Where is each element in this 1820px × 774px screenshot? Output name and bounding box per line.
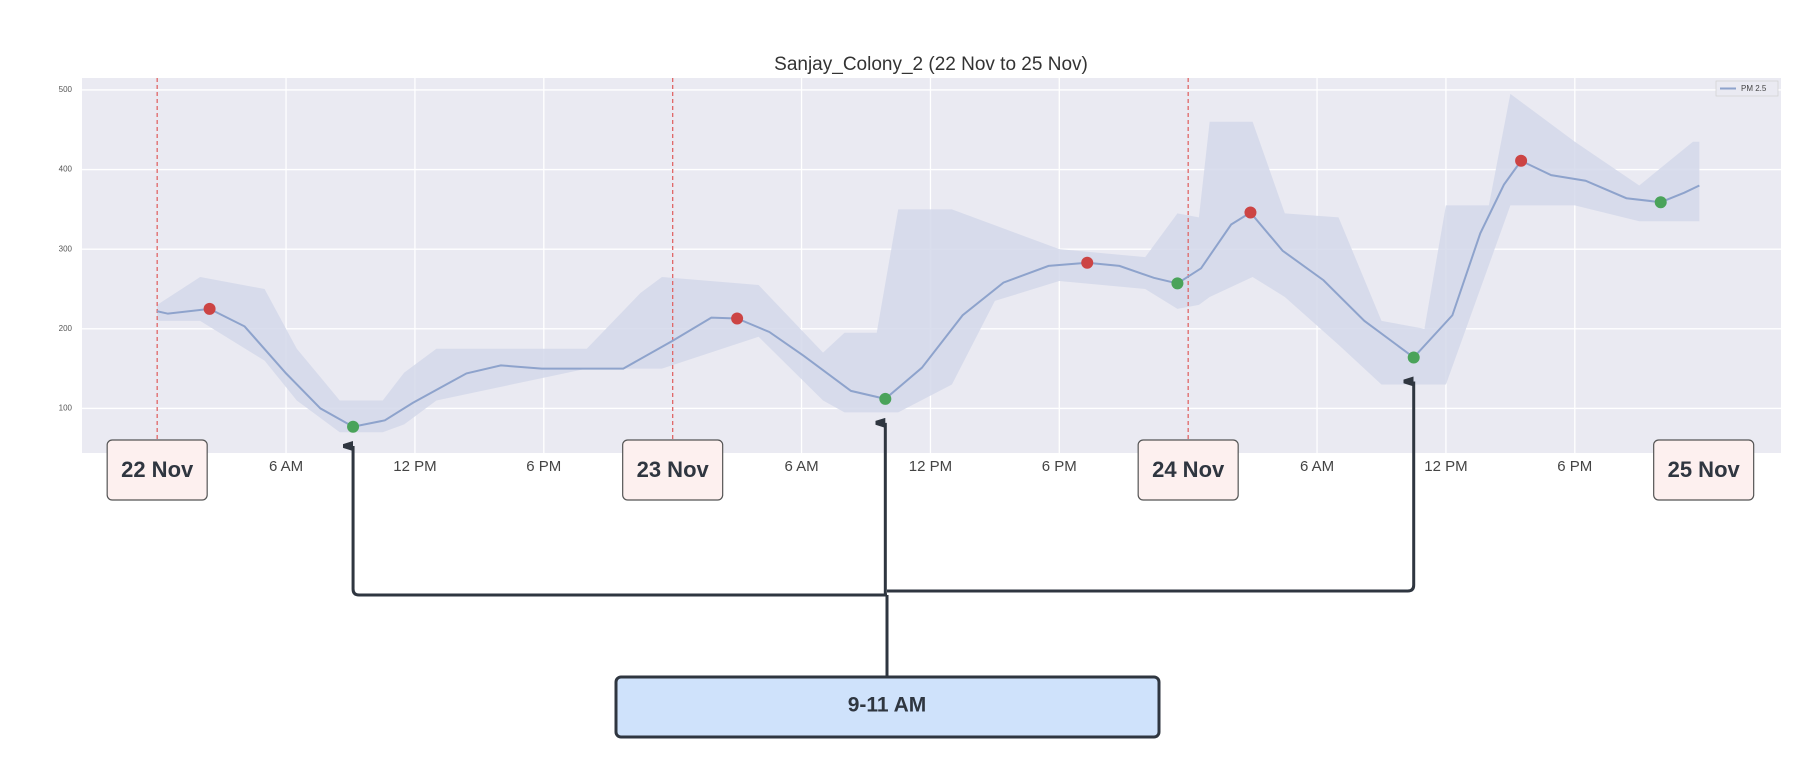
y-tick-label: 400 <box>59 165 73 174</box>
date-box <box>622 439 724 501</box>
x-tick-label: 6 PM <box>1557 458 1592 475</box>
x-tick-label: 12 PM <box>909 458 952 475</box>
highlight-point <box>1081 256 1094 269</box>
highlight-point <box>203 302 216 315</box>
legend-label: PM 2.5 <box>1741 84 1767 93</box>
x-tick-label: 6 PM <box>526 458 561 475</box>
line <box>156 159 1700 428</box>
legend-box <box>1715 80 1779 97</box>
highlight-point <box>731 312 744 325</box>
y-tick-label: 300 <box>59 244 73 253</box>
x-tick-label: 6 AM <box>784 458 818 475</box>
annotation-arrow <box>887 381 1416 593</box>
date-label: 23 Nov <box>637 457 710 482</box>
x-tick-label: 12 PM <box>1424 458 1467 475</box>
date-label: 22 Nov <box>121 457 194 482</box>
annotation-box <box>614 675 1161 739</box>
x-tick-label: 6 AM <box>269 458 303 475</box>
x-tick-label: 6 AM <box>1300 458 1334 475</box>
date-box <box>106 439 208 501</box>
date-label: 25 Nov <box>1668 457 1741 482</box>
highlight-point <box>1515 154 1528 167</box>
highlight-point <box>1244 206 1257 219</box>
y-tick-label: 100 <box>59 404 73 413</box>
x-tick-label: 12 PM <box>393 458 436 475</box>
date-label: 24 Nov <box>1152 457 1225 482</box>
annotation-label: 9-11 AM <box>848 694 927 717</box>
confidence-band <box>157 93 1700 433</box>
highlight-point <box>1654 196 1667 209</box>
x-tick-label: 6 PM <box>1042 458 1077 475</box>
date-box <box>1137 439 1239 501</box>
highlight-point <box>879 392 892 405</box>
date-box <box>1653 439 1755 501</box>
y-tick-label: 200 <box>59 324 73 333</box>
chart-title: Sanjay_Colony_2 (22 Nov to 25 Nov) <box>774 54 1088 75</box>
annotation-arrow <box>353 446 887 597</box>
legend: PM 2.5 <box>1715 80 1779 97</box>
y-tick-label: 500 <box>59 85 73 94</box>
highlight-point <box>347 420 360 433</box>
highlight-point <box>1407 351 1420 364</box>
highlight-point <box>1171 277 1184 290</box>
